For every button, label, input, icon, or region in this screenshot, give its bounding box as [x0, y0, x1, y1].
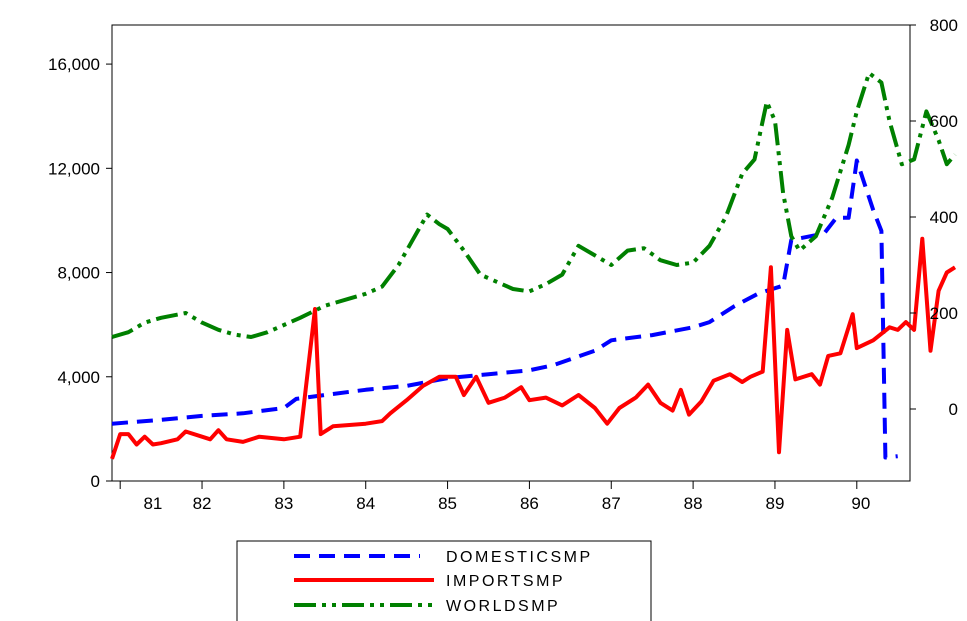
x-tick-label: 90 — [851, 494, 870, 513]
legend: DOMESTICSMP IMPORTSMP WORLDSMP — [236, 540, 652, 621]
x-tick-label: 89 — [765, 494, 784, 513]
x-tick-label: 88 — [684, 494, 703, 513]
x-tick-label: 87 — [602, 494, 621, 513]
left-tick-label: 0 — [91, 472, 100, 491]
x-tick-label: 82 — [193, 494, 212, 513]
right-tick-label: 800 — [930, 16, 958, 35]
left-tick-label: 4,000 — [57, 368, 100, 387]
left-tick-label: 8,000 — [57, 264, 100, 283]
x-tick-label: 84 — [356, 494, 375, 513]
x-tick-label: 85 — [438, 494, 457, 513]
left-axis: 0 4,000 8,000 12,000 16,000 — [48, 55, 112, 491]
legend-label-worldsmp: WORLDSMP — [446, 598, 560, 615]
x-tick-label: 83 — [274, 494, 293, 513]
legend-label-domesticsmp: DOMESTICSMP — [446, 549, 593, 566]
x-tick-label: 86 — [520, 494, 539, 513]
series-line-importsmp — [110, 236, 957, 460]
series-layer — [110, 71, 957, 460]
series-line-worldsmp — [111, 71, 957, 339]
right-axis: 0 200 400 600 800 — [910, 16, 958, 419]
left-tick-label: 12,000 — [48, 159, 100, 178]
series-line-domesticsmp — [111, 158, 898, 460]
x-axis: 81 82 83 84 85 86 87 88 89 90 — [119, 481, 870, 513]
plot-frame — [111, 24, 911, 482]
left-tick-label: 16,000 — [48, 55, 100, 74]
legend-label-importsmp: IMPORTSMP — [446, 573, 565, 590]
right-tick-label: 200 — [930, 304, 958, 323]
x-tick-label: 81 — [143, 494, 162, 513]
right-tick-label: 600 — [930, 112, 958, 131]
right-tick-label: 0 — [949, 400, 958, 419]
right-tick-label: 400 — [930, 208, 958, 227]
